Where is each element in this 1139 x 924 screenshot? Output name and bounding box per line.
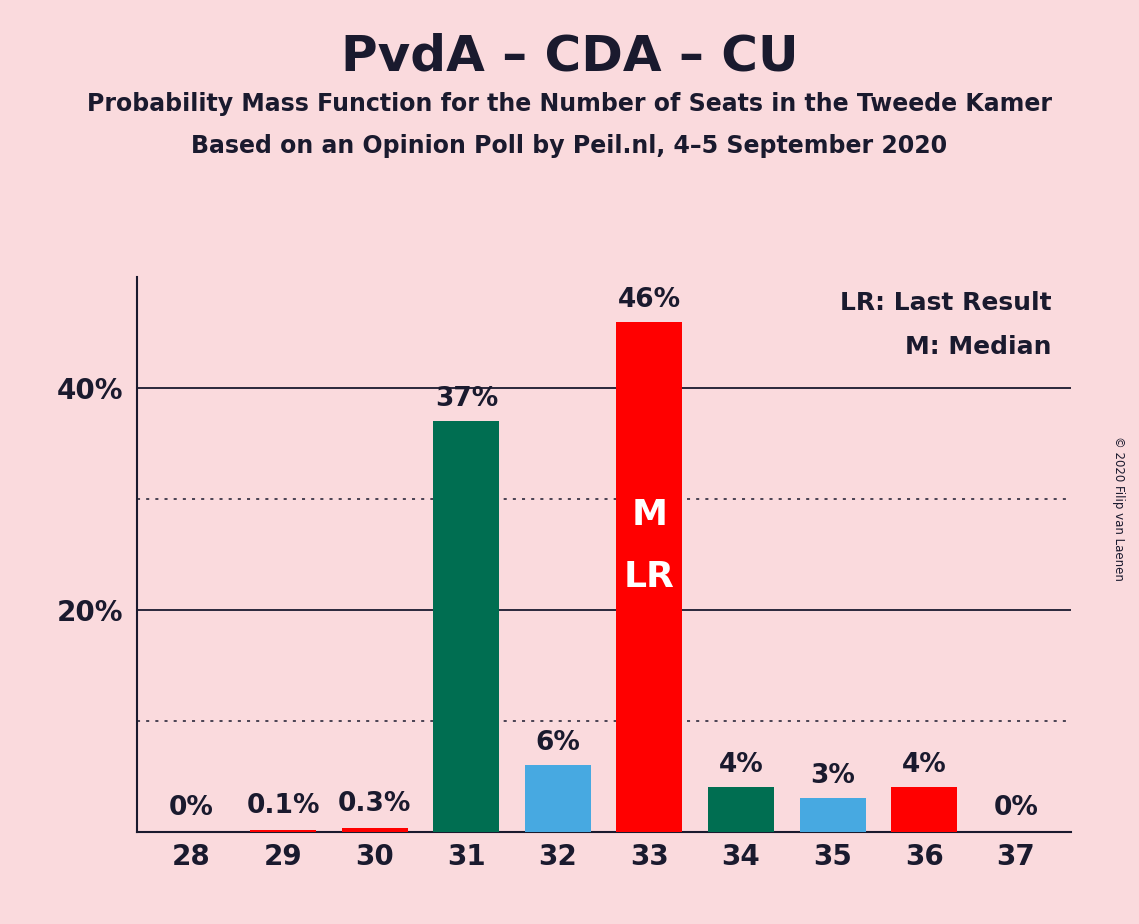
Text: 0.3%: 0.3% [338, 791, 411, 817]
Text: 3%: 3% [810, 763, 855, 789]
Text: 0.1%: 0.1% [246, 794, 320, 820]
Text: 37%: 37% [435, 386, 498, 412]
Text: Probability Mass Function for the Number of Seats in the Tweede Kamer: Probability Mass Function for the Number… [87, 92, 1052, 116]
Bar [891, 787, 957, 832]
Bar [342, 828, 408, 832]
Bar [433, 421, 499, 832]
Bar [525, 765, 591, 832]
Text: M: Median: M: Median [906, 335, 1052, 359]
Text: 0%: 0% [170, 795, 214, 821]
Text: 6%: 6% [535, 730, 581, 756]
Text: LR: Last Result: LR: Last Result [841, 291, 1052, 315]
Text: LR: LR [624, 560, 675, 593]
Text: PvdA – CDA – CU: PvdA – CDA – CU [341, 32, 798, 80]
Text: 4%: 4% [902, 752, 947, 778]
Text: M: M [631, 498, 667, 532]
Text: © 2020 Filip van Laenen: © 2020 Filip van Laenen [1112, 436, 1125, 580]
Bar [708, 787, 775, 832]
Text: 0%: 0% [993, 795, 1038, 821]
Text: 46%: 46% [617, 286, 681, 312]
Bar [616, 322, 682, 832]
Bar [800, 798, 866, 832]
Bar [251, 831, 317, 832]
Text: 4%: 4% [719, 752, 763, 778]
Text: Based on an Opinion Poll by Peil.nl, 4–5 September 2020: Based on an Opinion Poll by Peil.nl, 4–5… [191, 134, 948, 158]
